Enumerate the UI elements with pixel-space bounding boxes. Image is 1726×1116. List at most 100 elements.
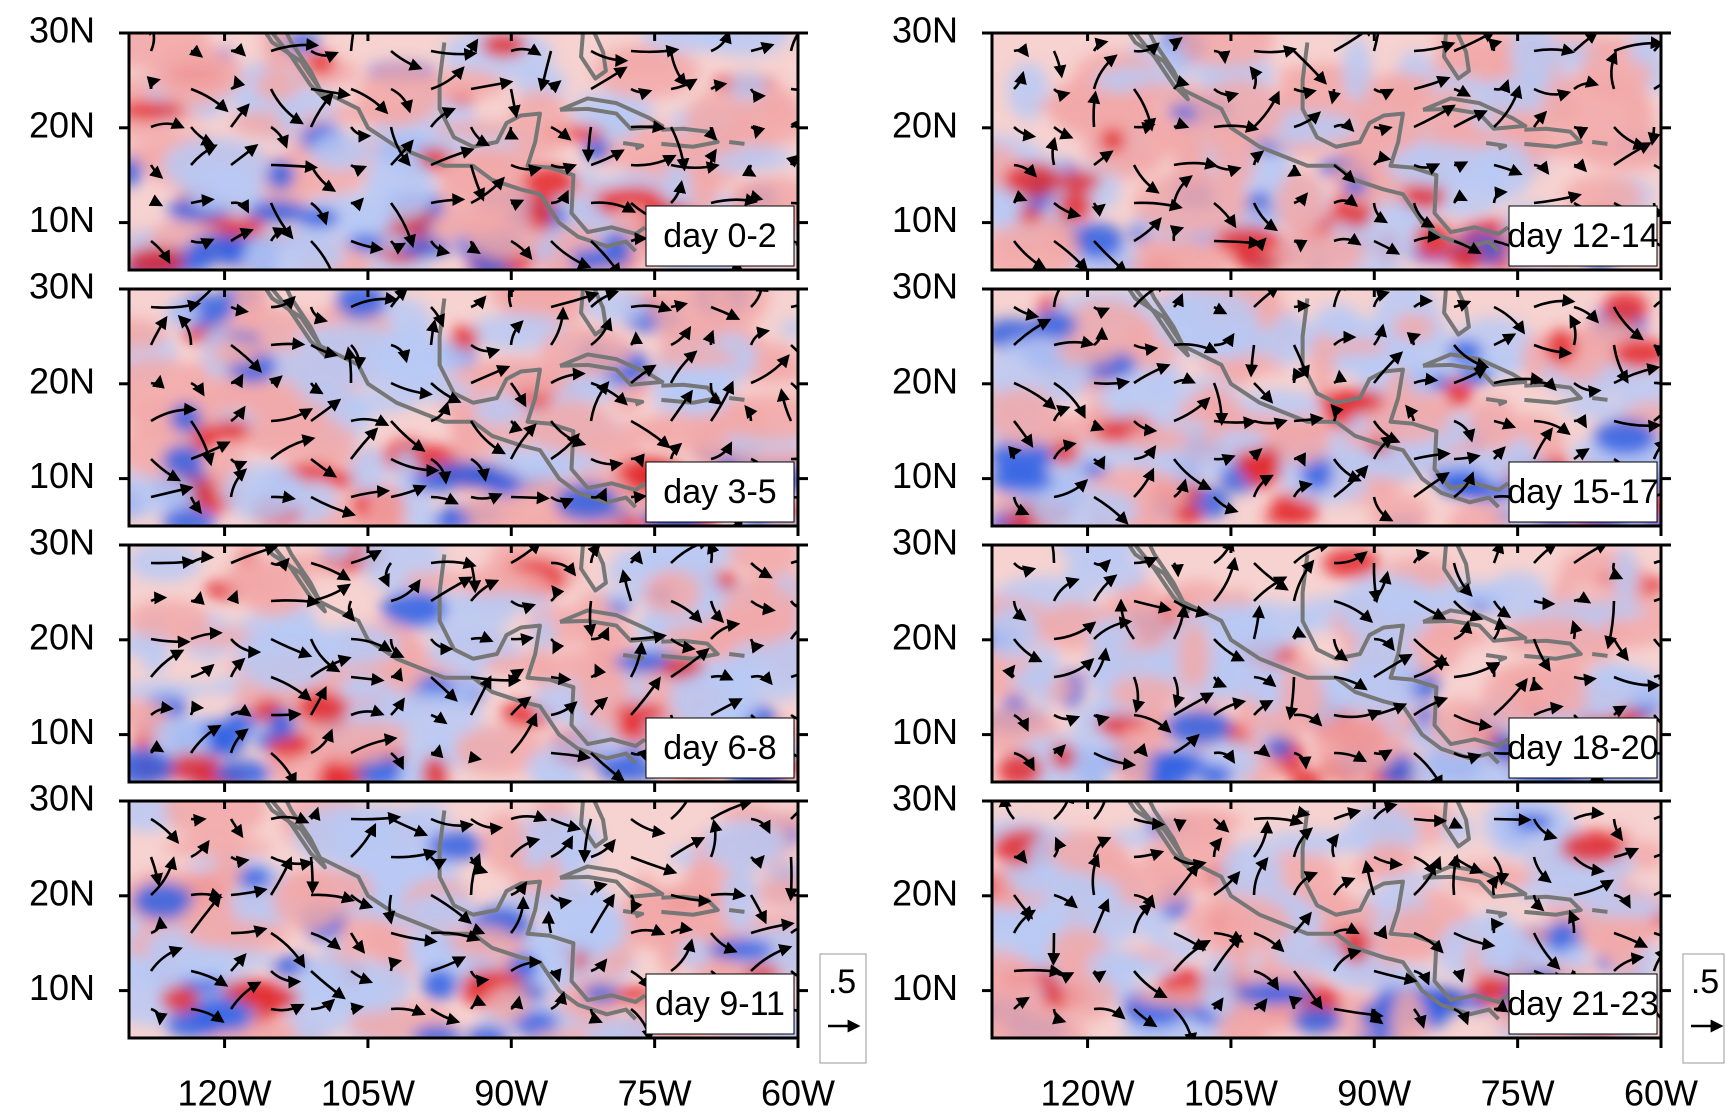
wind-vector xyxy=(1133,42,1160,56)
wind-vector xyxy=(550,495,575,510)
wind-vector xyxy=(310,86,352,100)
anomaly-blob xyxy=(992,905,1023,959)
wind-vector xyxy=(750,944,793,972)
anomaly-blob xyxy=(534,770,589,782)
wind-vector xyxy=(190,969,229,987)
wind-vector xyxy=(1133,713,1172,734)
wind-vector xyxy=(630,453,645,468)
wind-vector xyxy=(1653,852,1661,859)
wind-vector xyxy=(1612,306,1645,341)
wind-vector xyxy=(1492,446,1506,461)
anomaly-blob xyxy=(1321,338,1389,355)
wind-vector xyxy=(1373,969,1418,986)
wind-vector xyxy=(509,668,525,681)
anomaly-blob xyxy=(1510,33,1557,88)
wind-vector xyxy=(790,673,798,679)
wind-vector xyxy=(1413,695,1449,717)
wind-vector xyxy=(1293,413,1324,427)
wind-vector xyxy=(468,750,483,764)
wind-vector xyxy=(188,44,204,58)
wind-vector xyxy=(189,893,222,934)
wind-vector xyxy=(1333,232,1362,246)
wind-vector xyxy=(390,697,405,716)
wind-vector xyxy=(550,817,582,833)
wind-vector xyxy=(1253,417,1288,431)
anomaly-blob xyxy=(256,1026,288,1038)
wind-vector xyxy=(270,490,296,504)
map-panel: day 0-2 30N 20N 10N xyxy=(29,10,808,280)
anomaly-blob xyxy=(1545,329,1578,365)
wind-vector xyxy=(1653,163,1661,178)
wind-vector xyxy=(343,346,357,384)
wind-vector xyxy=(618,569,633,602)
wind-vector xyxy=(1133,289,1169,308)
wind-vector xyxy=(350,704,385,717)
wind-vector xyxy=(149,740,165,754)
anomaly-blob xyxy=(412,1024,462,1038)
wind-vector xyxy=(426,318,439,346)
wind-vector xyxy=(1008,445,1023,460)
panel-label: day 3-5 xyxy=(663,473,776,511)
anomaly-blob xyxy=(423,69,506,100)
wind-vector xyxy=(430,1007,461,1026)
wind-vector xyxy=(150,916,168,935)
anomaly-blob xyxy=(1638,924,1661,941)
wind-vector xyxy=(1053,125,1074,140)
wind-vector xyxy=(1372,570,1392,602)
wind-vector xyxy=(703,126,718,141)
wind-vector xyxy=(230,343,263,373)
wind-vector xyxy=(710,619,741,640)
map-panel: day 3-5 30N 20N 10N xyxy=(29,266,808,536)
wind-vector xyxy=(1213,870,1241,897)
wind-vector xyxy=(509,423,537,460)
wind-vector xyxy=(1053,713,1081,727)
wind-vector xyxy=(390,667,404,682)
wind-vector xyxy=(470,343,501,360)
y-tick-label: 30N xyxy=(892,778,958,819)
wind-vector xyxy=(790,893,798,897)
wind-vector xyxy=(430,401,451,423)
wind-vector xyxy=(1012,420,1034,448)
wind-vector xyxy=(1172,604,1190,640)
wind-vector xyxy=(1372,33,1380,52)
wind-vector xyxy=(310,49,339,64)
wind-vector xyxy=(1173,733,1200,755)
wind-vector xyxy=(1610,818,1624,842)
coastline xyxy=(1485,396,1508,407)
wind-vector xyxy=(1372,289,1391,308)
wind-vector xyxy=(390,817,429,837)
wind-vector xyxy=(270,434,316,460)
wind-vector xyxy=(1653,559,1661,565)
wind-vector xyxy=(1173,1008,1198,1038)
wind-vector xyxy=(349,33,355,52)
anomaly-blob xyxy=(1086,949,1147,984)
wind-vector xyxy=(230,925,268,938)
wind-vector xyxy=(1453,84,1471,97)
wind-vector xyxy=(1012,600,1027,622)
wind-vector xyxy=(190,590,205,605)
wind-vector xyxy=(1453,161,1469,174)
coastline xyxy=(1591,652,1608,658)
wind-vector xyxy=(350,549,383,565)
wind-vector xyxy=(502,289,515,308)
wind-vector xyxy=(1568,909,1581,934)
coastline xyxy=(437,42,647,236)
anomaly-blob xyxy=(211,337,261,366)
wind-vector xyxy=(550,835,574,859)
anomaly-blob xyxy=(1497,616,1602,656)
wind-vector xyxy=(150,635,191,649)
wind-vector xyxy=(229,103,250,128)
wind-vector xyxy=(710,33,732,53)
wind-vector xyxy=(1253,673,1277,688)
wind-vector xyxy=(790,381,798,409)
wind-vector xyxy=(1253,743,1271,758)
wind-vector xyxy=(270,970,302,989)
anomaly-blob xyxy=(1108,676,1182,711)
wind-vector xyxy=(1253,382,1274,404)
wind-vector xyxy=(1333,750,1368,763)
wind-vector xyxy=(1373,123,1393,137)
wind-vector xyxy=(670,647,710,679)
wind-vector xyxy=(1413,599,1447,620)
wind-vector xyxy=(1209,837,1223,858)
wind-vector xyxy=(1053,88,1071,103)
